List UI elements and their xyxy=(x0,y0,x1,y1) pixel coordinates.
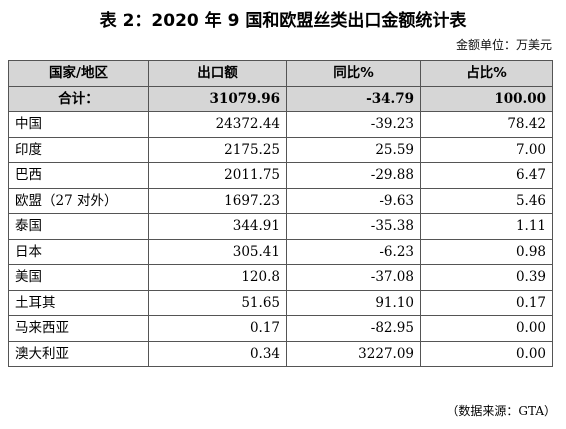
export-cell: 0.17 xyxy=(148,315,287,342)
country-cell: 日本 xyxy=(8,238,149,265)
unit-note: 金额单位：万美元 xyxy=(455,38,552,52)
yoy-cell: -9.63 xyxy=(286,187,421,214)
export-cell: 1697.23 xyxy=(148,187,287,214)
header-export: 出口额 xyxy=(148,60,287,87)
yoy-cell: -39.23 xyxy=(286,111,421,138)
country-cell: 中国 xyxy=(8,111,149,138)
share-cell: 7.00 xyxy=(420,136,553,163)
total-yoy: -34.79 xyxy=(286,85,421,112)
table-row: 巴西 2011.75 -29.88 6.47 xyxy=(8,162,553,189)
export-cell: 2175.25 xyxy=(148,136,287,163)
header-row: 国家/地区 出口额 同比% 占比% xyxy=(8,60,553,87)
country-cell: 土耳其 xyxy=(8,289,149,316)
export-cell: 305.41 xyxy=(148,238,287,265)
share-cell: 6.47 xyxy=(420,162,553,189)
share-cell: 0.17 xyxy=(420,289,553,316)
table-row: 欧盟（27 对外） 1697.23 -9.63 5.46 xyxy=(8,187,553,214)
header-share: 占比% xyxy=(420,60,553,87)
export-cell: 51.65 xyxy=(148,289,287,316)
country-cell: 巴西 xyxy=(8,162,149,189)
share-cell: 0.00 xyxy=(420,340,553,367)
table-title: 表 2：2020 年 9 国和欧盟丝类出口金额统计表 xyxy=(99,11,467,31)
country-cell: 澳大利亚 xyxy=(8,340,149,367)
yoy-cell: -6.23 xyxy=(286,238,421,265)
share-cell: 5.46 xyxy=(420,187,553,214)
table-row: 中国 24372.44 -39.23 78.42 xyxy=(8,111,553,138)
share-cell: 0.98 xyxy=(420,238,553,265)
header-yoy: 同比% xyxy=(286,60,421,87)
yoy-cell: 91.10 xyxy=(286,289,421,316)
table-row: 日本 305.41 -6.23 0.98 xyxy=(8,238,553,265)
total-share: 100.00 xyxy=(420,85,553,112)
yoy-cell: -82.95 xyxy=(286,315,421,342)
export-cell: 0.34 xyxy=(148,340,287,367)
table-row: 澳大利亚 0.34 3227.09 0.00 xyxy=(8,340,553,367)
table-row: 美国 120.8 -37.08 0.39 xyxy=(8,264,553,291)
share-cell: 0.00 xyxy=(420,315,553,342)
share-cell: 78.42 xyxy=(420,111,553,138)
country-cell: 美国 xyxy=(8,264,149,291)
total-export: 31079.96 xyxy=(148,85,287,112)
export-cell: 2011.75 xyxy=(148,162,287,189)
yoy-cell: -35.38 xyxy=(286,213,421,240)
header-country: 国家/地区 xyxy=(8,60,149,87)
total-row: 合计： 31079.96 -34.79 100.00 xyxy=(8,85,553,112)
export-table: 国家/地区 出口额 同比% 占比% 合计： 31079.96 -34.79 10… xyxy=(8,60,553,367)
table-row: 泰国 344.91 -35.38 1.11 xyxy=(8,213,553,240)
data-source: （数据来源：GTA） xyxy=(446,404,556,418)
yoy-cell: 3227.09 xyxy=(286,340,421,367)
country-cell: 欧盟（27 对外） xyxy=(8,187,149,214)
table-row: 马来西亚 0.17 -82.95 0.00 xyxy=(8,315,553,342)
export-cell: 24372.44 xyxy=(148,111,287,138)
table-row: 土耳其 51.65 91.10 0.17 xyxy=(8,289,553,316)
yoy-cell: 25.59 xyxy=(286,136,421,163)
share-cell: 0.39 xyxy=(420,264,553,291)
yoy-cell: -29.88 xyxy=(286,162,421,189)
export-cell: 120.8 xyxy=(148,264,287,291)
country-cell: 印度 xyxy=(8,136,149,163)
share-cell: 1.11 xyxy=(420,213,553,240)
table-row: 印度 2175.25 25.59 7.00 xyxy=(8,136,553,163)
total-label: 合计： xyxy=(8,85,149,112)
yoy-cell: -37.08 xyxy=(286,264,421,291)
country-cell: 马来西亚 xyxy=(8,315,149,342)
country-cell: 泰国 xyxy=(8,213,149,240)
export-cell: 344.91 xyxy=(148,213,287,240)
